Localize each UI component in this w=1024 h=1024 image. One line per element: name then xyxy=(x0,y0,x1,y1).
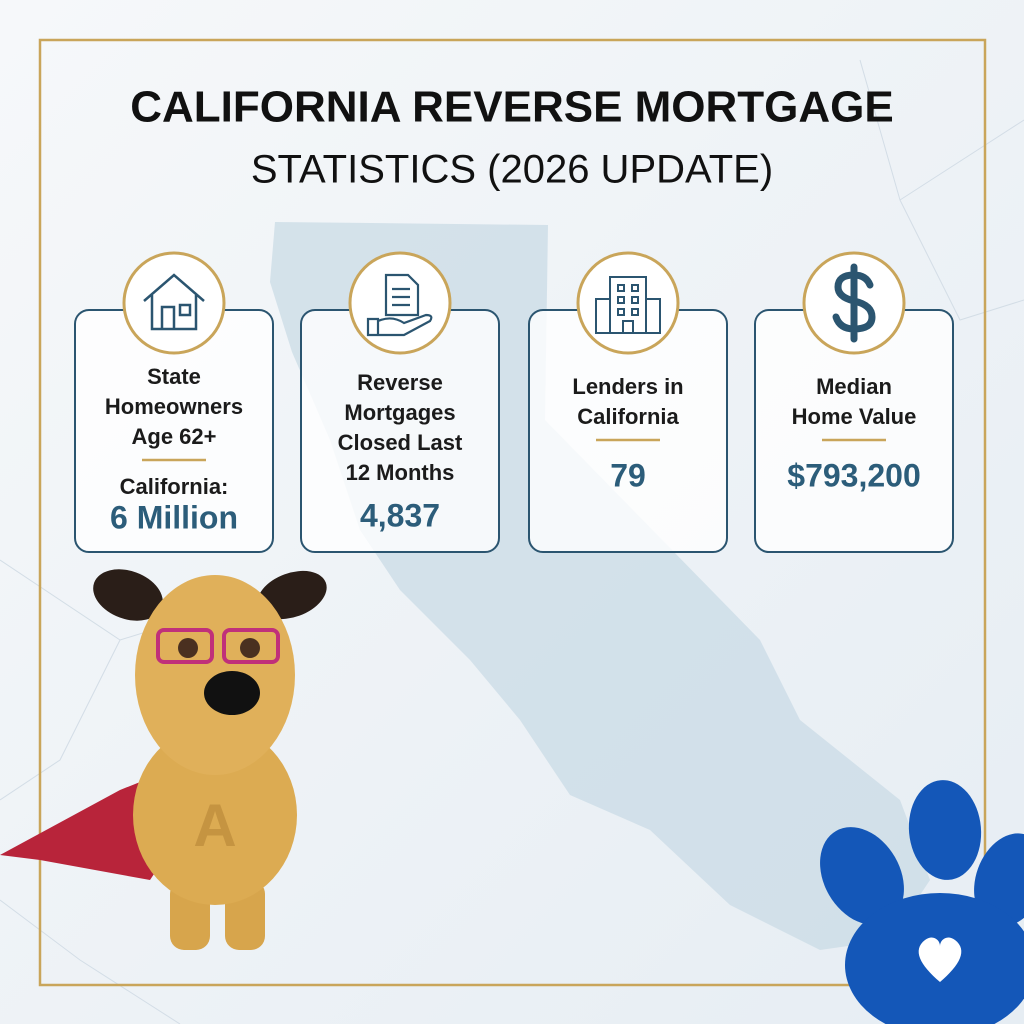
stat-cards: State Homeowners Age 62+ California:6 Milli… xyxy=(74,251,954,553)
paw-print xyxy=(820,780,1024,1024)
card-label: Age 62+ xyxy=(132,424,217,449)
icon-circle xyxy=(348,251,452,355)
card-label: Closed Last xyxy=(338,430,463,455)
card-label: Home Value xyxy=(792,404,917,429)
stat-card: State Homeowners Age 62+ California:6 Milli… xyxy=(74,251,274,553)
card-value: $793,200 xyxy=(787,457,920,493)
building-icon xyxy=(595,276,661,334)
gold-frame xyxy=(38,38,987,987)
card-value: 79 xyxy=(610,457,646,493)
dollar-icon xyxy=(832,263,876,343)
card-label: Lenders in xyxy=(572,374,683,399)
card-sublabel: California: xyxy=(120,474,229,499)
mascot-emblem: A xyxy=(193,792,236,859)
card-label: Reverse xyxy=(357,370,443,395)
card-label: 12 Months xyxy=(346,460,455,485)
icon-circle xyxy=(122,251,226,355)
title: CALIFORNIA REVERSE MORTGAGE xyxy=(130,83,894,132)
card-label: State xyxy=(147,364,201,389)
card-value: 6 Million xyxy=(110,499,238,535)
card-label: California xyxy=(577,404,679,429)
mascot: A xyxy=(0,569,327,950)
stat-card: Median Home Value $793,200 xyxy=(754,251,954,553)
stat-card: Reverse Mortgages Closed Last 12 Months 4,83… xyxy=(300,251,500,553)
card-label: Median xyxy=(816,374,892,399)
card-label: Mortgages xyxy=(344,400,455,425)
house-icon xyxy=(143,273,205,331)
icon-circle xyxy=(576,251,680,355)
stat-card: Lenders in California 79 xyxy=(528,251,728,553)
document-hand-icon xyxy=(366,273,433,337)
card-label: Homeowners xyxy=(105,394,243,419)
subtitle: STATISTICS (2026 UPDATE) xyxy=(251,148,773,192)
card-value: 4,837 xyxy=(360,497,440,533)
